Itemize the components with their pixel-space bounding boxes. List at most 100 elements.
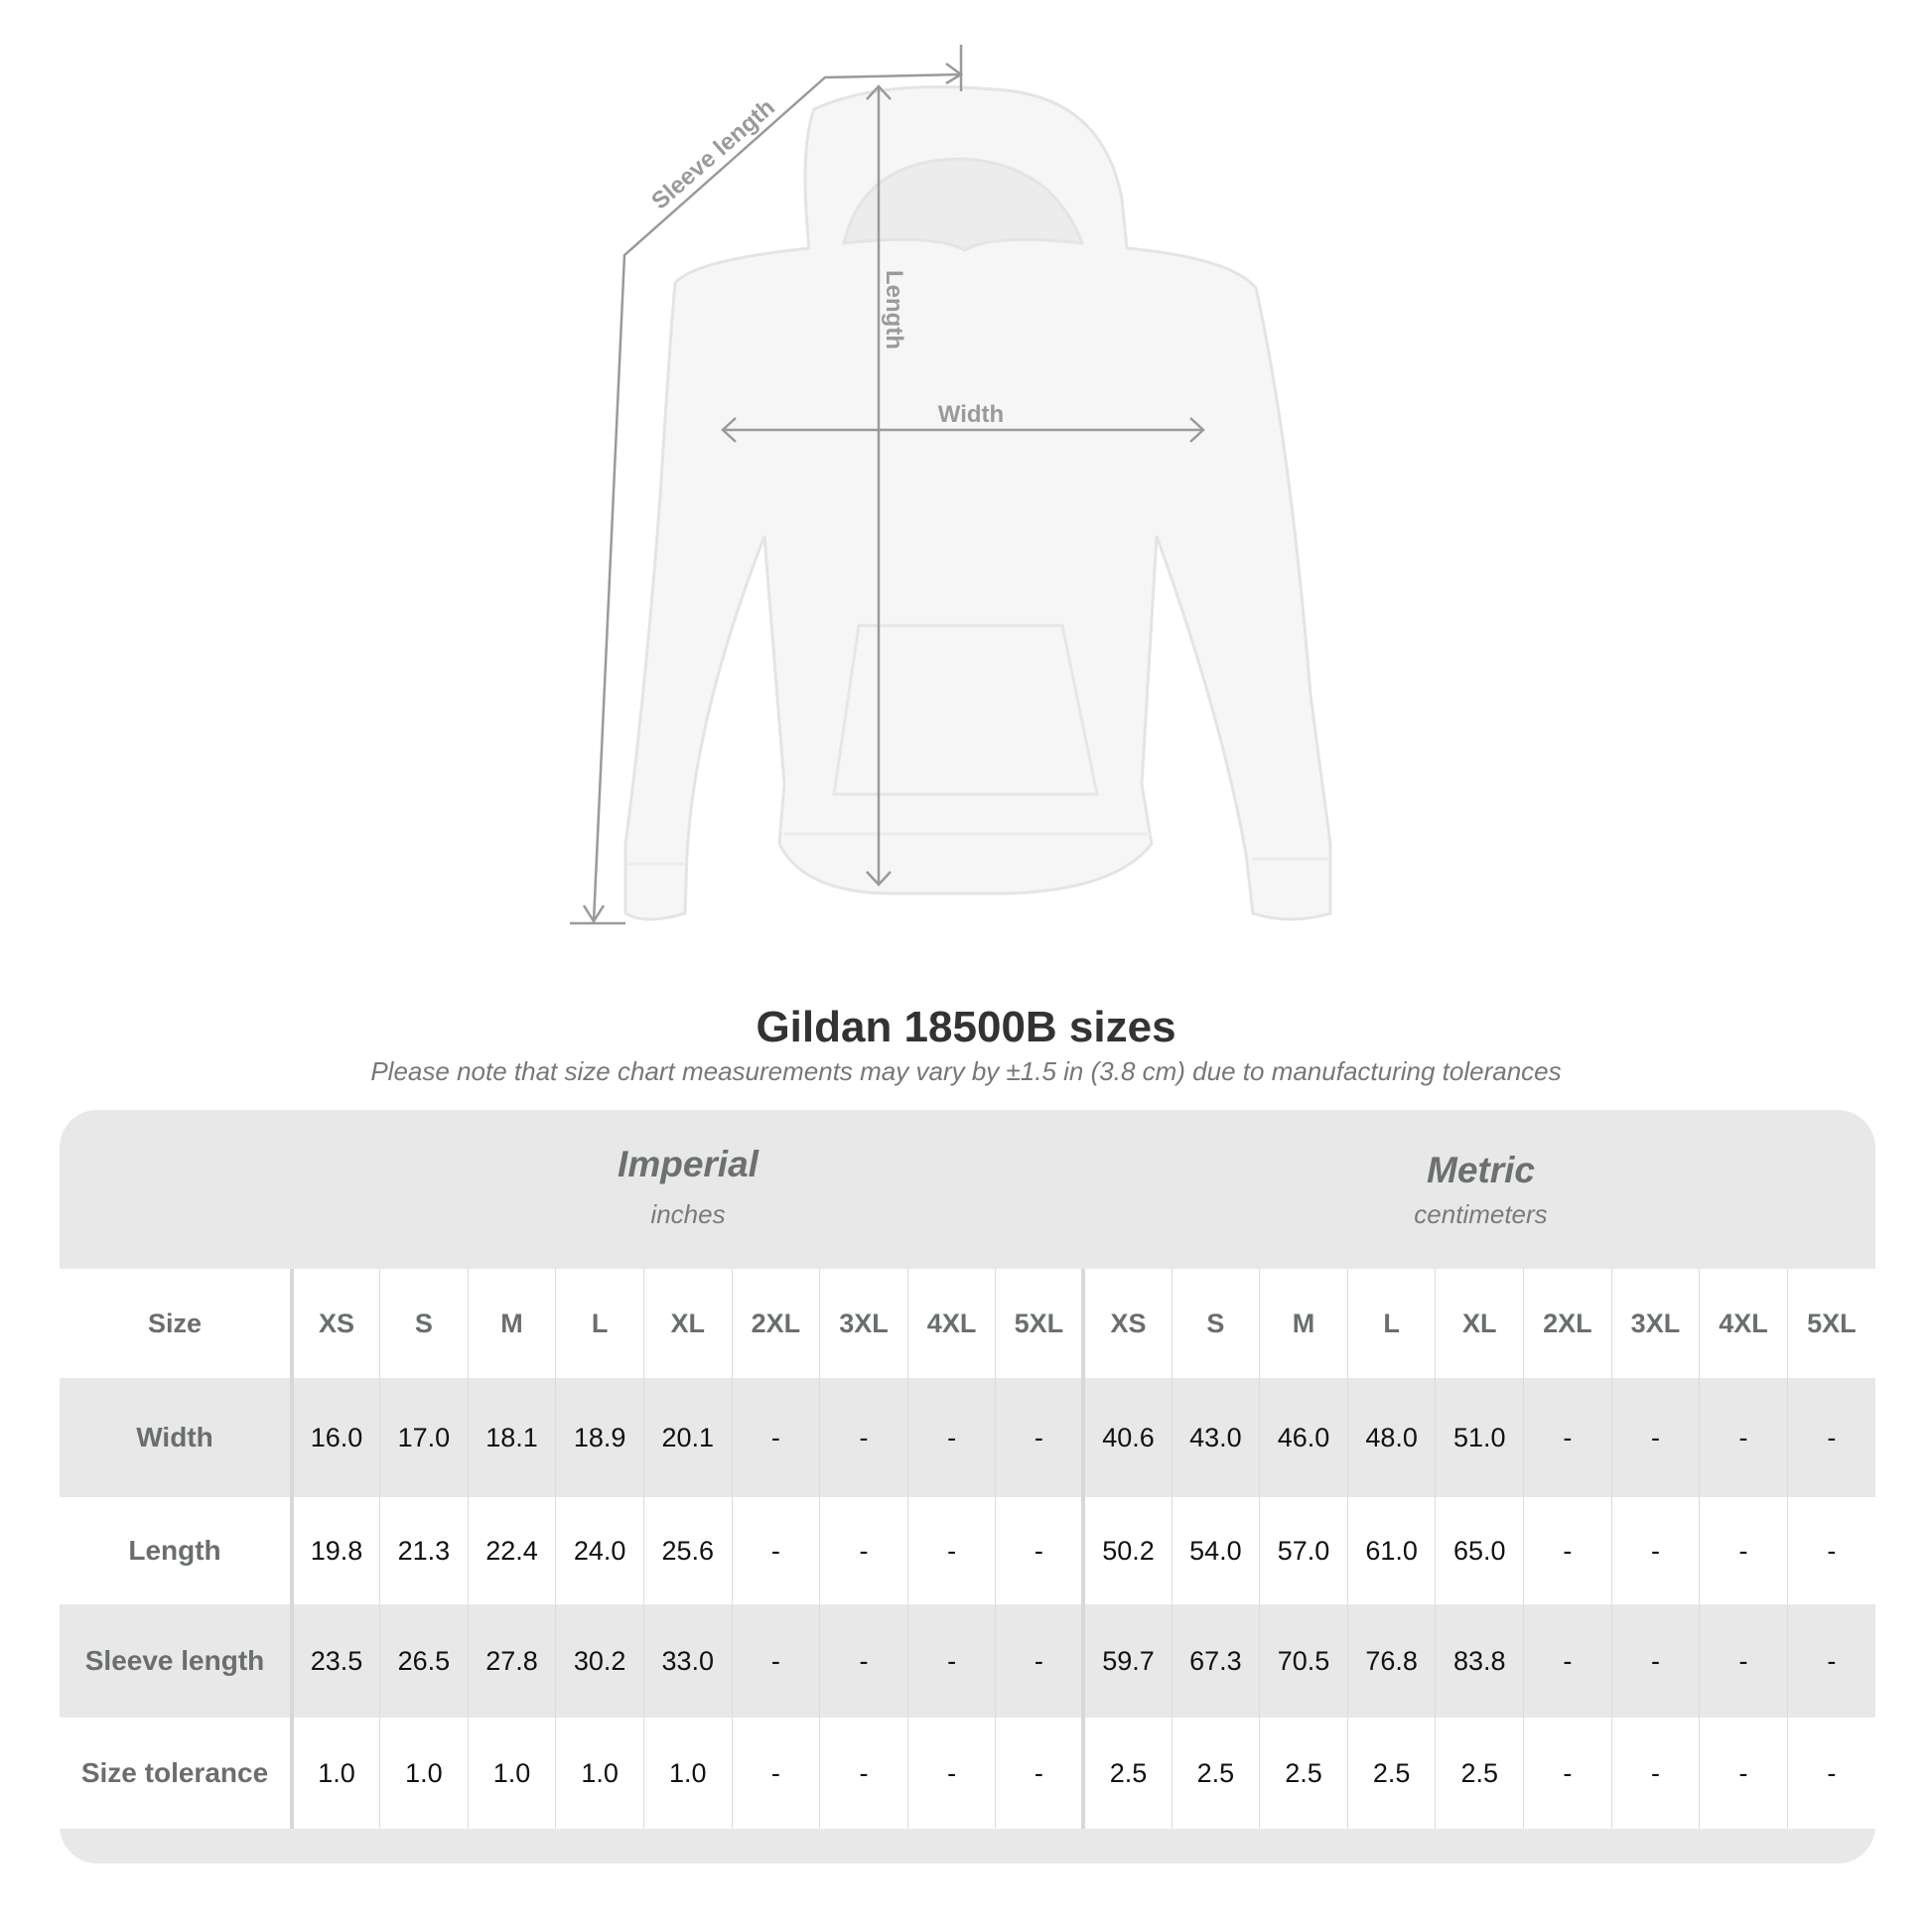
imperial-cell: 1.0 [555, 1718, 644, 1829]
metric-cell: 50.2 [1082, 1497, 1173, 1604]
imperial-cell: 18.1 [467, 1378, 556, 1497]
imperial-cell: 30.2 [555, 1604, 644, 1718]
sleeve-length-line [592, 72, 962, 922]
metric-cell: - [1523, 1497, 1612, 1604]
metric-cell: - [1610, 1497, 1700, 1604]
hoodie-measurement-diagram: Sleeve length Length Width [570, 45, 1332, 925]
imperial-cell: - [995, 1378, 1086, 1497]
metric-cell: 43.0 [1171, 1378, 1260, 1497]
imperial-cell: 21.3 [379, 1497, 469, 1604]
metric-cell: 76.8 [1346, 1604, 1436, 1718]
metric-cell: 48.0 [1346, 1378, 1436, 1497]
imperial-cell: 25.6 [642, 1497, 733, 1604]
metric-size-3XL: 3XL [1610, 1269, 1700, 1378]
metric-cell: 70.5 [1259, 1604, 1348, 1718]
imperial-cell: - [819, 1497, 908, 1604]
metric-cell: - [1523, 1718, 1612, 1829]
metric-size-XS: XS [1082, 1269, 1173, 1378]
imperial-size-XL: XL [642, 1269, 733, 1378]
imperial-size-S: S [379, 1269, 469, 1378]
imperial-label: Imperial [618, 1144, 759, 1184]
imperial-cell: - [906, 1604, 996, 1718]
imperial-cell: 19.8 [291, 1497, 380, 1604]
table-row: Length 19.8 21.3 22.4 24.0 25.6- - - -50.2 54.0 57… [60, 1497, 1875, 1604]
metric-size-2XL: 2XL [1523, 1269, 1612, 1378]
metric-cell: - [1699, 1604, 1788, 1718]
imperial-cell: 26.5 [379, 1604, 469, 1718]
metric-cell: - [1786, 1378, 1875, 1497]
measurement-lines [570, 45, 1205, 925]
imperial-cell: 1.0 [467, 1718, 556, 1829]
metric-cell: 2.5 [1082, 1718, 1173, 1829]
metric-cell: - [1786, 1718, 1875, 1829]
imperial-cell: - [819, 1604, 908, 1718]
sleeve-length-label: Sleeve length [646, 94, 779, 215]
table-row: Sleeve length 23.5 26.5 27.8 30.2 33.0- - - -59.… [60, 1604, 1875, 1718]
imperial-cell: 17.0 [379, 1378, 469, 1497]
metric-unit: centimeters [1414, 1199, 1548, 1229]
imperial-cell: - [731, 1497, 820, 1604]
imperial-cell: - [995, 1718, 1086, 1829]
imperial-header: Imperial inches [290, 1144, 1086, 1230]
imperial-cell: 33.0 [642, 1604, 733, 1718]
imperial-cell: 20.1 [642, 1378, 733, 1497]
metric-size-5XL: 5XL [1786, 1269, 1875, 1378]
metric-header: Metric centimeters [1086, 1150, 1875, 1230]
metric-cell: 61.0 [1346, 1497, 1436, 1604]
metric-cell: 54.0 [1171, 1497, 1260, 1604]
metric-cell: 2.5 [1435, 1718, 1524, 1829]
imperial-unit: inches [650, 1199, 726, 1229]
metric-cell: - [1699, 1718, 1788, 1829]
imperial-size-5XL: 5XL [995, 1269, 1086, 1378]
imperial-cell: 16.0 [291, 1378, 380, 1497]
metric-size-XL: XL [1435, 1269, 1524, 1378]
metric-cell: 2.5 [1346, 1718, 1436, 1829]
metric-cell: 46.0 [1259, 1378, 1348, 1497]
metric-size-M: M [1259, 1269, 1348, 1378]
metric-size-S: S [1171, 1269, 1260, 1378]
metric-cell: - [1523, 1604, 1612, 1718]
imperial-cell: - [995, 1497, 1086, 1604]
imperial-cell: - [906, 1718, 996, 1829]
imperial-size-XS: XS [291, 1269, 380, 1378]
imperial-cell: 24.0 [555, 1497, 644, 1604]
row-label: Size tolerance [60, 1718, 294, 1829]
metric-cell: 40.6 [1082, 1378, 1173, 1497]
imperial-size-2XL: 2XL [731, 1269, 820, 1378]
imperial-cell: 1.0 [379, 1718, 469, 1829]
metric-cell: - [1610, 1604, 1700, 1718]
metric-cell: - [1523, 1378, 1612, 1497]
size-table-panel: Imperial inches Metric centimeters Size X… [60, 1110, 1875, 1863]
imperial-cell: - [731, 1604, 820, 1718]
imperial-cell: - [731, 1718, 820, 1829]
imperial-cell: 27.8 [467, 1604, 556, 1718]
metric-label: Metric [1427, 1150, 1535, 1190]
row-label: Sleeve length [60, 1604, 294, 1718]
imperial-cell: 22.4 [467, 1497, 556, 1604]
row-label: Width [60, 1378, 294, 1497]
imperial-cell: - [995, 1604, 1086, 1718]
size-column-label: Size [60, 1269, 294, 1378]
metric-cell: 2.5 [1171, 1718, 1260, 1829]
imperial-cell: 1.0 [642, 1718, 733, 1829]
imperial-cell: - [731, 1378, 820, 1497]
imperial-cell: 1.0 [291, 1718, 380, 1829]
imperial-cell: - [819, 1718, 908, 1829]
table-row: Width 16.0 17.0 18.1 18.9 20.1- - - -40.6 43.0 46.… [60, 1378, 1875, 1497]
imperial-cell: - [906, 1497, 996, 1604]
metric-size-4XL: 4XL [1699, 1269, 1788, 1378]
metric-cell: 67.3 [1171, 1604, 1260, 1718]
length-label: Length [881, 270, 907, 349]
metric-size-L: L [1346, 1269, 1436, 1378]
imperial-cell: 18.9 [555, 1378, 644, 1497]
metric-cell: 83.8 [1435, 1604, 1524, 1718]
page-title: Gildan 18500B sizes [756, 1003, 1176, 1051]
table-header-row: Size XS S M L XL 2XL 3XL 4XL 5XL XS S M L XL 2XL 3XL 4XL 5… [60, 1269, 1875, 1378]
imperial-size-3XL: 3XL [819, 1269, 908, 1378]
metric-cell: 2.5 [1259, 1718, 1348, 1829]
metric-cell: - [1786, 1604, 1875, 1718]
row-label: Length [60, 1497, 294, 1604]
metric-cell: - [1699, 1378, 1788, 1497]
imperial-cell: - [819, 1378, 908, 1497]
metric-cell: - [1610, 1378, 1700, 1497]
